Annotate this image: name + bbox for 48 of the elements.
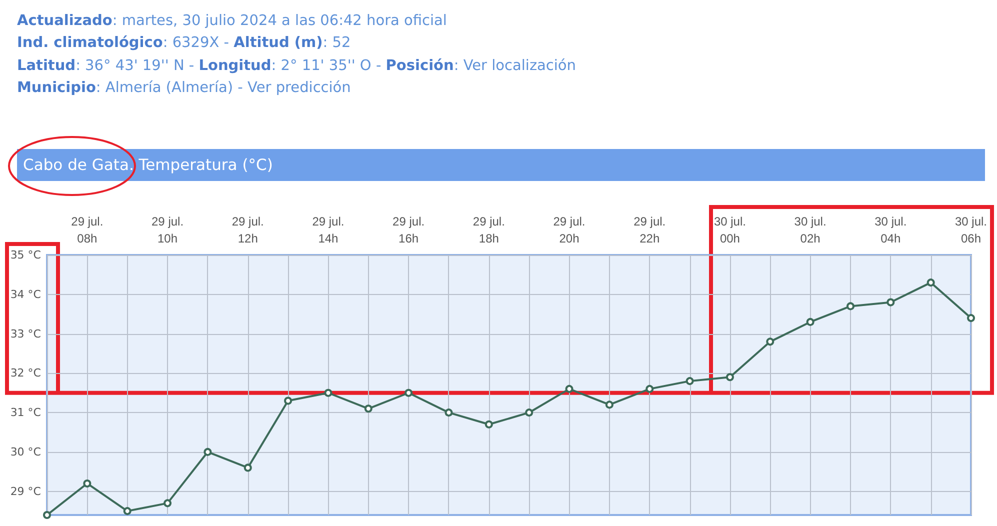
point: [886, 298, 895, 306]
point: [525, 408, 534, 417]
text: Actualizado: martes, 30 julio 2024 a las 06:42 hora oficial: [17, 12, 448, 31]
y-tick-label: 35 °C: [10, 248, 42, 262]
point: [484, 420, 493, 428]
y-tick-label: 33 °C: [10, 327, 42, 340]
point: [284, 396, 292, 405]
point: [444, 408, 453, 417]
point: [565, 384, 574, 393]
x-tick-label: 29 jul. 14h: [312, 214, 344, 246]
point: [766, 338, 774, 346]
x-tick-label: 29 jul. 18h: [472, 214, 505, 246]
point: [244, 464, 252, 472]
point: [324, 388, 332, 397]
y-tick-label: 34 °C: [10, 288, 42, 301]
chart-title: Cabo de Gata. Temperatura (°C): [17, 149, 985, 181]
point: [967, 314, 975, 322]
x-tick-label: 29 jul. 20h: [553, 214, 586, 246]
point: [43, 511, 51, 519]
point: [846, 302, 854, 310]
x-tick-label: 30 jul. 04h: [874, 214, 907, 246]
x-tick-label: 30 jul. 06h: [954, 214, 988, 246]
x-tick-label: 30 jul. 02h: [794, 214, 826, 246]
text: Ind. climatológico: 6329X - Altitud (m): 52: [17, 34, 352, 54]
y-tick-label: 30 °C: [10, 445, 42, 458]
point: [404, 388, 413, 397]
x-tick-label: 29 jul. 12h: [232, 214, 264, 246]
text: Latitud: 36° 43' 19'' N - Longitud: 2° 11' 35'' O - Posición: Ver localización: [17, 56, 576, 76]
point: [926, 278, 935, 287]
point: [83, 479, 92, 488]
point: [646, 384, 654, 393]
x-tick-label: 29 jul. 08h: [71, 214, 104, 246]
x-tick-label: 29 jul. 22h: [634, 214, 666, 246]
y-tick-label: 31 °C: [10, 406, 42, 420]
x-tick-label: 29 jul. 10h: [152, 214, 184, 246]
point: [123, 507, 132, 516]
x-tick-label: 29 jul. 16h: [392, 214, 425, 246]
point: [605, 400, 614, 409]
point: [164, 499, 172, 508]
point: [204, 448, 212, 456]
point: [364, 404, 372, 413]
x-tick-label: 30 jul. 00h: [714, 214, 746, 246]
point: [726, 373, 734, 382]
point: [686, 377, 694, 386]
text: Municipio: Almería (Almería) - Ver predicción: [17, 78, 352, 98]
y-tick-label: 29 °C: [10, 484, 42, 498]
point: [806, 318, 814, 326]
y-tick-label: 32 °C: [10, 366, 42, 380]
